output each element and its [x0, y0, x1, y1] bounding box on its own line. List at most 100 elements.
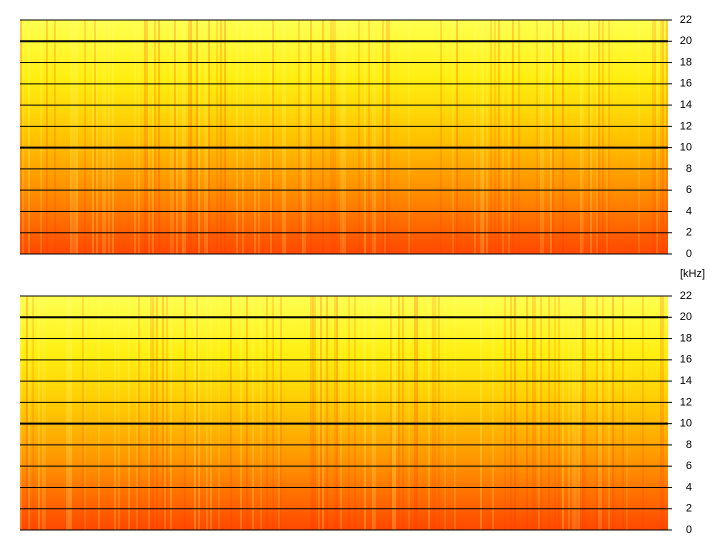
y-tick-label: 14 — [680, 375, 692, 387]
texture — [504, 296, 506, 530]
texture — [66, 296, 68, 530]
texture — [190, 20, 192, 254]
y-tick-label: 4 — [686, 481, 692, 493]
texture — [310, 20, 312, 254]
texture — [384, 20, 386, 254]
texture — [582, 296, 584, 530]
texture — [386, 20, 388, 254]
texture — [28, 296, 30, 530]
texture — [208, 20, 210, 254]
texture — [402, 296, 404, 530]
texture — [302, 20, 304, 254]
texture — [580, 20, 582, 254]
texture — [554, 296, 556, 530]
texture — [184, 296, 186, 530]
texture — [538, 296, 540, 530]
spectrogram-image — [20, 20, 668, 254]
texture — [334, 20, 336, 254]
y-tick-label: 22 — [680, 14, 692, 26]
texture — [666, 20, 668, 254]
texture — [572, 296, 574, 530]
texture — [72, 20, 74, 254]
texture — [438, 296, 440, 530]
texture — [542, 20, 544, 254]
texture — [414, 296, 416, 530]
texture — [230, 296, 232, 530]
texture — [368, 20, 370, 254]
texture — [608, 296, 610, 530]
texture — [134, 20, 136, 254]
texture — [150, 296, 152, 530]
texture — [428, 296, 430, 530]
texture — [118, 296, 120, 530]
texture — [304, 20, 306, 254]
texture — [42, 296, 44, 530]
spectrogram-image — [20, 296, 668, 530]
texture — [148, 296, 150, 530]
texture — [242, 20, 244, 254]
texture — [188, 20, 190, 254]
texture — [278, 296, 280, 530]
y-axis-label: [kHz] — [680, 268, 705, 280]
texture — [280, 296, 282, 530]
texture — [642, 296, 644, 530]
texture — [562, 20, 564, 254]
y-tick-label: 8 — [686, 439, 692, 451]
y-tick-label: 22 — [680, 290, 692, 302]
texture — [480, 20, 482, 254]
y-tick-label: 2 — [686, 227, 692, 239]
texture — [434, 296, 436, 530]
texture — [660, 296, 662, 530]
texture — [638, 20, 640, 254]
texture — [606, 20, 608, 254]
texture — [164, 296, 166, 530]
texture — [492, 296, 494, 530]
y-tick-label: 20 — [680, 311, 692, 323]
texture — [374, 296, 376, 530]
texture — [182, 20, 184, 254]
texture — [608, 20, 610, 254]
texture — [392, 296, 394, 530]
texture — [94, 20, 96, 254]
texture — [562, 296, 564, 530]
texture — [602, 296, 604, 530]
texture — [172, 20, 174, 254]
texture — [364, 296, 366, 530]
texture — [332, 20, 334, 254]
texture — [656, 20, 658, 254]
y-tick-label: 20 — [680, 35, 692, 47]
texture — [174, 20, 176, 254]
texture — [112, 20, 114, 254]
texture — [598, 20, 600, 254]
texture — [176, 20, 178, 254]
texture — [198, 20, 200, 254]
texture — [220, 20, 222, 254]
texture — [568, 296, 570, 530]
y-tick-label: 0 — [686, 248, 692, 260]
texture — [82, 296, 84, 530]
texture — [590, 20, 592, 254]
texture — [272, 20, 274, 254]
y-tick-label: 12 — [680, 396, 692, 408]
texture — [526, 296, 528, 530]
texture — [158, 20, 160, 254]
texture — [44, 296, 46, 530]
y-tick-label: 2 — [686, 503, 692, 515]
y-tick-label: 16 — [680, 78, 692, 90]
texture — [416, 296, 418, 530]
texture — [474, 20, 476, 254]
texture — [254, 20, 256, 254]
texture — [68, 296, 70, 530]
texture — [574, 296, 576, 530]
texture — [498, 20, 500, 254]
texture — [156, 296, 158, 530]
texture — [314, 296, 316, 530]
texture — [206, 296, 208, 530]
texture — [342, 20, 344, 254]
texture — [20, 296, 22, 530]
texture — [152, 296, 154, 530]
texture — [196, 20, 198, 254]
texture — [92, 20, 94, 254]
y-tick-label: 8 — [686, 163, 692, 175]
